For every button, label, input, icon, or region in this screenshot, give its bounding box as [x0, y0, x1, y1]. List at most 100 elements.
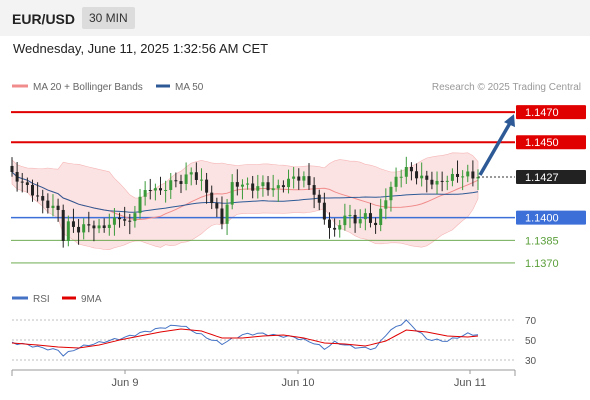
last-price-label: 1.1427	[525, 172, 559, 184]
candle-body	[82, 224, 86, 233]
candle-body	[36, 195, 40, 197]
pivot-level-tag	[516, 210, 586, 225]
datetime-label: Wednesday, June 11, 2025 1:32:56 AM CET	[13, 41, 269, 56]
candle-body	[56, 205, 60, 210]
source-credit: Research © 2025 Trading Central	[432, 82, 581, 93]
time-axis-label: Jun 11	[454, 377, 486, 389]
rsi-legend-label: RSI	[33, 294, 50, 305]
candle-body	[430, 179, 434, 185]
candle-body	[425, 175, 429, 180]
candle-body	[420, 175, 424, 179]
candle-body	[25, 182, 29, 185]
candle-body	[66, 221, 70, 241]
candle-body	[174, 180, 178, 182]
projection-arrow-shaft	[478, 122, 512, 176]
candle-body	[143, 190, 147, 197]
candle-body	[20, 181, 24, 183]
symbol-label: EUR/USD	[12, 11, 76, 27]
candle-body	[235, 182, 239, 187]
candle-body	[348, 214, 352, 216]
candle-body	[307, 176, 311, 186]
candle-body	[271, 188, 275, 191]
candle-body	[77, 226, 81, 233]
candle-body	[312, 185, 316, 195]
candle-body	[148, 190, 152, 192]
candle-body	[246, 183, 250, 185]
ma50-legend-label: MA 50	[175, 82, 204, 93]
candle-body	[51, 205, 55, 208]
candle-body	[128, 220, 132, 222]
rsi-tick-label: 50	[525, 336, 537, 347]
candle-body	[456, 173, 460, 177]
candle-body	[287, 178, 291, 188]
candle-body	[215, 203, 219, 209]
candle-body	[476, 176, 480, 179]
rsi-tick-label: 30	[525, 356, 537, 367]
candle-body	[292, 176, 296, 179]
top-bar: EUR/USD 30 MIN	[0, 0, 590, 36]
candle-body	[123, 219, 127, 221]
candle-body	[399, 176, 403, 178]
candle-body	[404, 167, 408, 177]
candle-body	[435, 180, 439, 185]
candle-body	[450, 173, 454, 181]
candle-body	[415, 171, 419, 179]
candle-body	[225, 204, 229, 224]
candle-body	[343, 215, 347, 226]
candle-body	[184, 174, 188, 184]
candle-body	[189, 172, 193, 175]
candle-body	[15, 171, 19, 182]
support-level-label: 1.1385	[525, 235, 559, 247]
candle-body	[471, 171, 475, 179]
candle-body	[440, 180, 444, 182]
candle-body	[205, 179, 209, 193]
candle-body	[384, 200, 388, 209]
candle-body	[169, 180, 173, 190]
candle-body	[159, 188, 163, 191]
candle-body	[409, 167, 413, 172]
rsi-tick-label: 70	[525, 316, 537, 327]
candle-body	[153, 188, 157, 191]
candle-body	[353, 214, 357, 224]
candle-body	[102, 225, 106, 228]
candle-body	[322, 202, 326, 220]
last-price-tag	[516, 169, 586, 184]
support-level-label: 1.1370	[525, 258, 559, 270]
candle-body	[210, 192, 214, 204]
candle-body	[317, 194, 321, 203]
candle-body	[333, 227, 337, 230]
candle-body	[368, 213, 372, 223]
candle-body	[118, 217, 122, 220]
candle-body	[363, 213, 367, 220]
candle-body	[71, 221, 75, 227]
candle-body	[276, 185, 280, 189]
candle-body	[466, 171, 470, 177]
time-axis-label: Jun 9	[112, 377, 139, 389]
candle-body	[194, 172, 198, 180]
candle-body	[112, 217, 116, 225]
rsi-line	[11, 319, 479, 357]
candle-body	[240, 184, 244, 187]
pivot-level-label: 1.1400	[525, 213, 559, 225]
candle-body	[389, 186, 393, 201]
candle-body	[199, 179, 203, 181]
candle-body	[461, 176, 465, 178]
candle-body	[87, 224, 91, 226]
rsi-ma-line	[11, 328, 479, 349]
timeframe-button[interactable]: 30 MIN	[82, 7, 135, 29]
resistance-level-tag	[516, 105, 586, 120]
candle-body	[302, 176, 306, 181]
candle-body	[379, 208, 383, 226]
resistance-level-label: 1.1470	[525, 107, 559, 119]
candle-body	[281, 185, 285, 188]
candle-body	[256, 186, 260, 191]
candle-body	[327, 219, 331, 228]
candle-body	[261, 182, 265, 187]
candle-body	[179, 181, 183, 184]
candle-body	[138, 196, 142, 214]
resistance-level-label: 1.1450	[525, 137, 559, 149]
candle-body	[41, 196, 45, 201]
candle-body	[230, 182, 234, 205]
candle-body	[30, 184, 34, 196]
candle-body	[10, 165, 14, 172]
